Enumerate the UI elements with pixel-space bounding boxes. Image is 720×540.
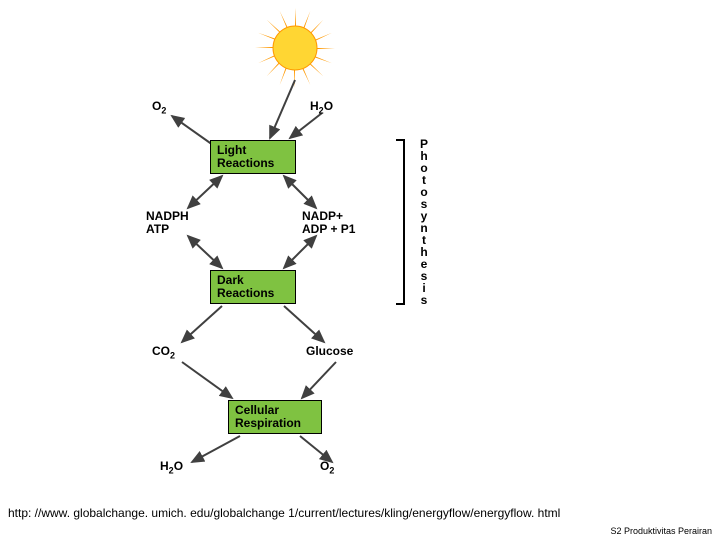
label-o2-out: O2: [320, 460, 334, 476]
label-nadp-adp: NADP+ ADP + P1: [302, 210, 355, 236]
sun-icon: [0, 0, 720, 540]
label-glucose: Glucose: [306, 345, 353, 358]
box-light-reactions: Light Reactions: [210, 140, 296, 174]
label-co2: CO2: [152, 345, 175, 361]
footer-url: http: //www. globalchange. umich. edu/gl…: [8, 506, 720, 520]
label-nadph-atp: NADPH ATP: [146, 210, 189, 236]
footer-caption: S2 Produktivitas Perairan: [0, 526, 712, 536]
label-photosynthesis: Photosynthesis: [420, 138, 428, 306]
diagram-canvas: O2 H2O Light Reactions Dark Reactions Ce…: [0, 0, 720, 540]
label-h2o-out: H2O: [160, 460, 183, 476]
label-o2-in: O2: [152, 100, 166, 116]
label-h2o-in: H2O: [310, 100, 333, 116]
box-cellular-respiration: Cellular Respiration: [228, 400, 322, 434]
box-dark-reactions: Dark Reactions: [210, 270, 296, 304]
